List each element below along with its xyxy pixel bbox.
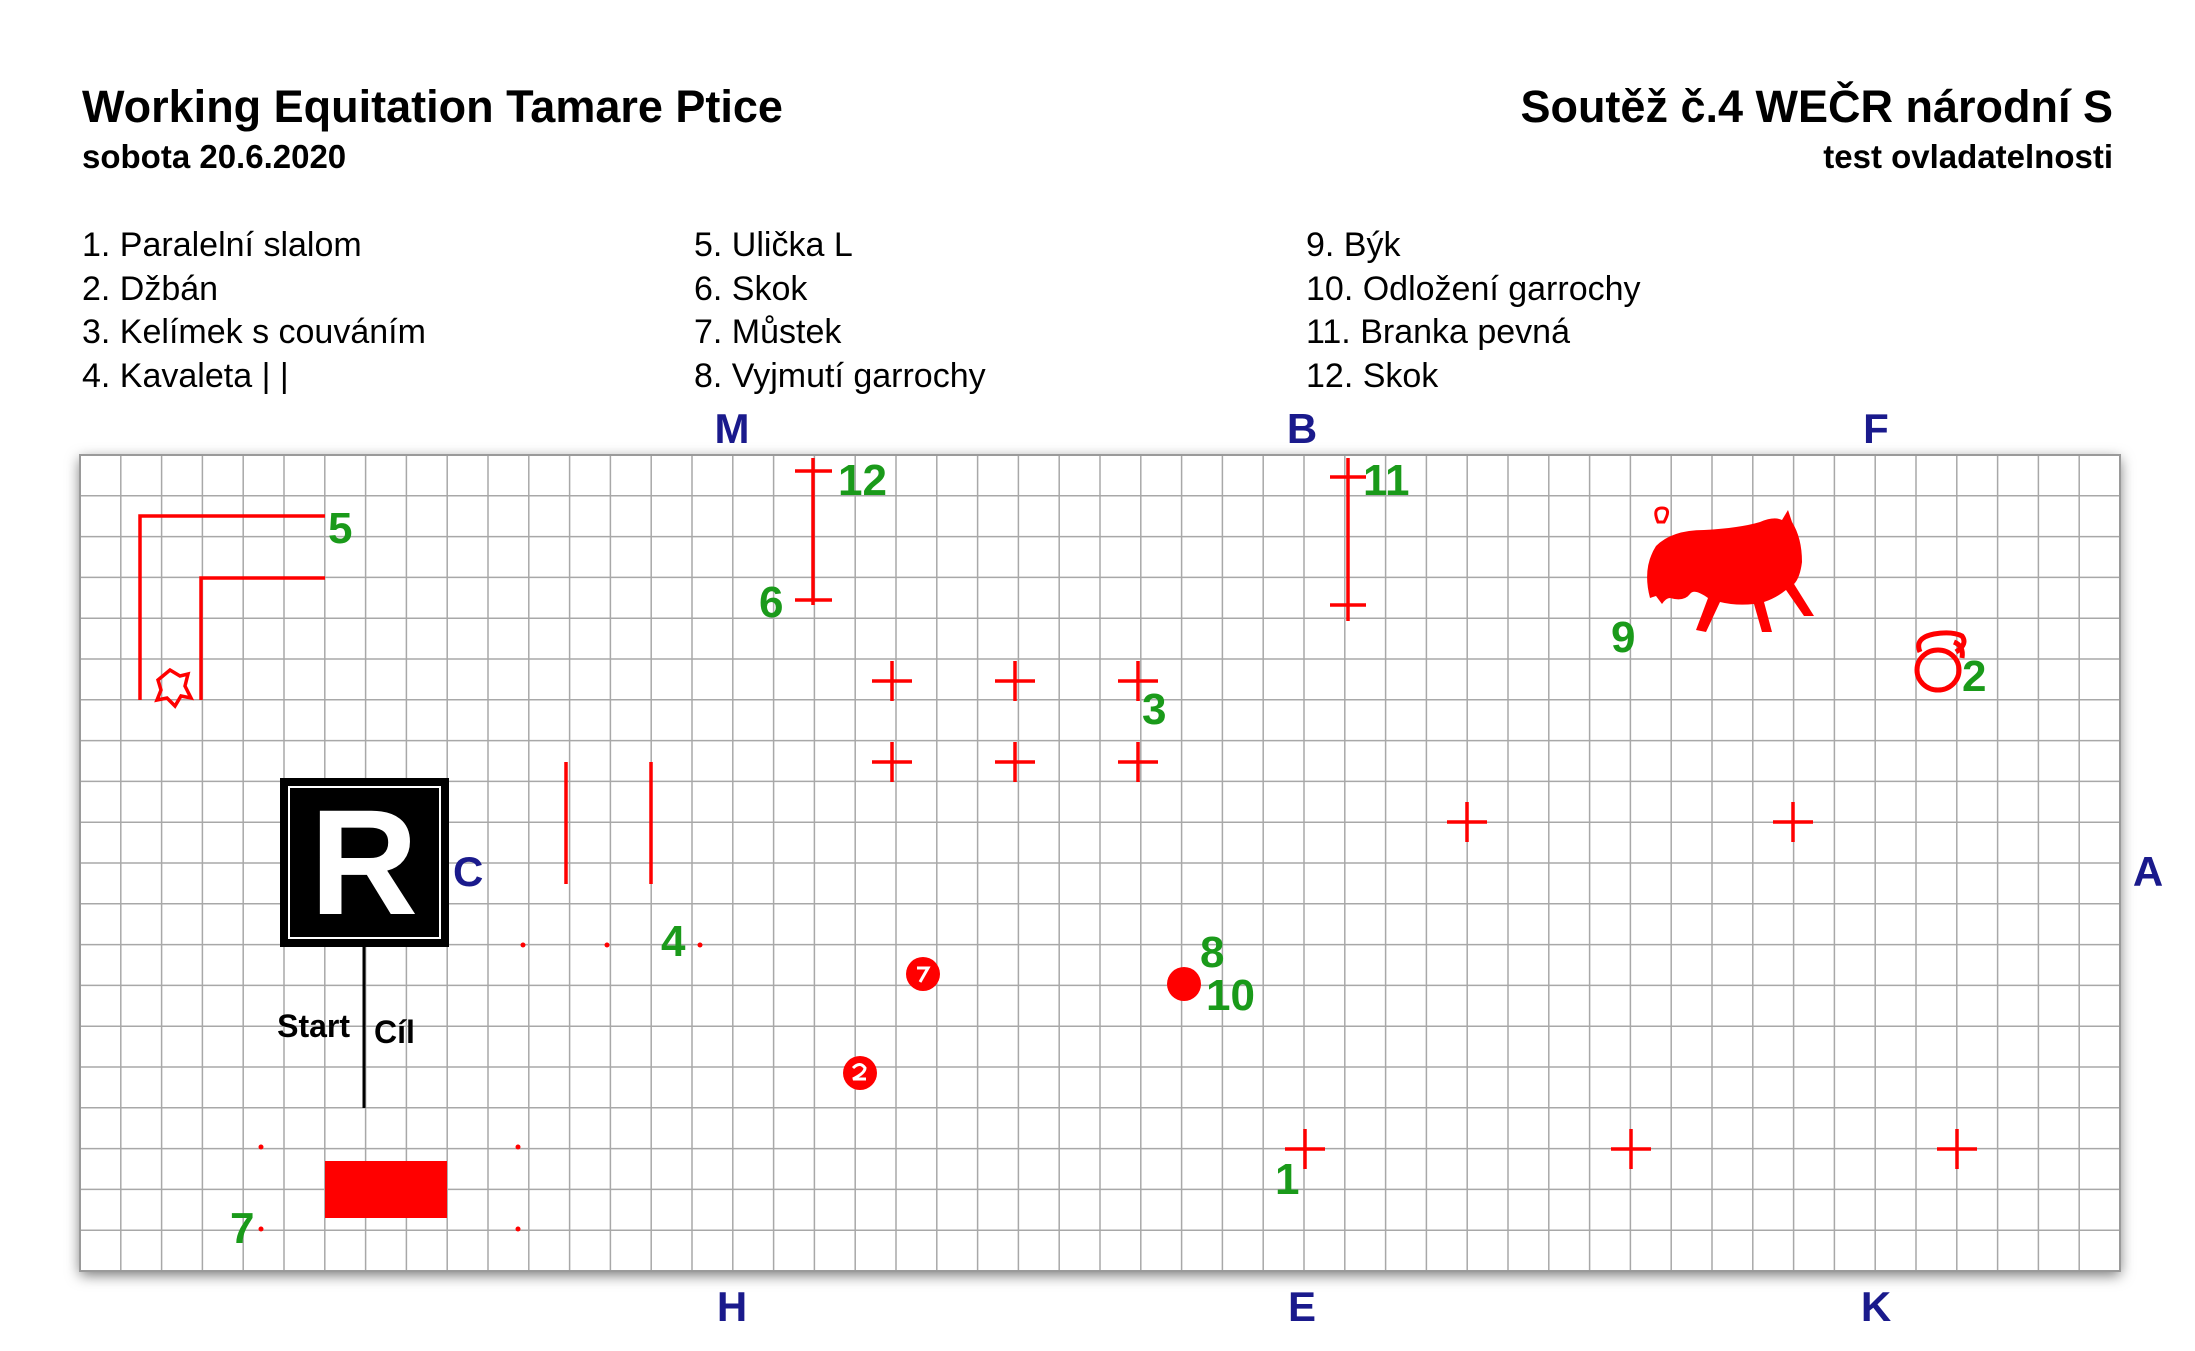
barrel-1-icon <box>906 957 940 991</box>
legend-item: 7. Můstek <box>694 313 842 351</box>
legend-column-2: 5. Ulička L 6. Skok 7. Můstek 8. Vyjmutí… <box>694 224 986 398</box>
bull-icon <box>1647 506 1814 632</box>
cross-marker-icon <box>1447 802 1487 842</box>
obstacle-number: 3 <box>1142 685 1166 734</box>
event-title: Working Equitation Tamare Ptice <box>82 81 783 132</box>
obstacle-number: 10 <box>1206 971 1255 1020</box>
obstacle-bridge <box>325 1161 447 1218</box>
obstacle-jump-12-6 <box>795 458 832 605</box>
arena-letter-f: F <box>1863 405 1889 452</box>
obstacle-number: 1 <box>1275 1155 1299 1204</box>
legend-item: 4. Kavaleta | | <box>82 356 289 395</box>
cross-marker-icon <box>872 742 912 782</box>
arena-letter-k: K <box>1861 1283 1891 1330</box>
legend-item: 9. Býk <box>1306 226 1401 264</box>
legend-item: 2. Džbán <box>82 269 219 308</box>
finish-label: Cíl <box>374 1014 415 1050</box>
cross-marker-icon <box>1611 1129 1651 1169</box>
obstacle-number: 6 <box>759 578 783 627</box>
arena-letter-e: E <box>1288 1283 1316 1330</box>
arena-letter-c: C <box>453 848 483 895</box>
legend-item: 6. Skok <box>694 269 808 308</box>
legend-item: 8. Vyjmutí garrochy <box>694 356 986 395</box>
event-date: sobota 20.6.2020 <box>82 138 347 175</box>
plant-pot-icon <box>154 667 195 709</box>
legend-item: 11. Branka pevná <box>1306 313 1570 351</box>
obstacle-number: 7 <box>230 1204 254 1253</box>
obstacle-l-corridor <box>138 514 325 700</box>
start-label: Start <box>277 1008 350 1044</box>
obstacle-number: 11 <box>1363 456 1410 505</box>
cross-marker-icon <box>1118 661 1158 701</box>
legend-column-3: 9. Býk 10. Odložení garrochy 11. Branka … <box>1306 224 1641 398</box>
obstacle-number: 8 <box>1200 928 1224 977</box>
legend-item: 3. Kelímek s couváním <box>82 313 426 351</box>
slalom-markers <box>872 661 1977 1169</box>
obstacle-cavaletti <box>564 762 653 884</box>
garrocha-barrel <box>1167 967 1201 1001</box>
legend-column-1: 1. Paralelní slalom 2. Džbán 3. Kelímek … <box>82 224 426 398</box>
arena-letter-b: B <box>1287 405 1317 452</box>
cross-marker-icon <box>1937 1129 1977 1169</box>
barrel-2-icon <box>843 1056 877 1090</box>
cross-marker-icon <box>872 661 912 701</box>
judge-box: R <box>280 778 449 947</box>
cross-marker-icon <box>1773 802 1813 842</box>
legend-item: 10. Odložení garrochy <box>1306 269 1641 308</box>
cross-marker-icon <box>1285 1129 1325 1169</box>
legend-item: 1. Paralelní slalom <box>82 226 362 264</box>
arena-letter-a: A <box>2133 848 2163 895</box>
cross-marker-icon <box>995 661 1035 701</box>
obstacle-number: 5 <box>328 504 352 553</box>
arena-border <box>79 454 2121 1272</box>
cone-markers <box>258 942 703 1232</box>
cross-marker-icon <box>1118 742 1158 782</box>
arena-letter-m: M <box>715 405 750 452</box>
judge-letter: R <box>310 778 418 946</box>
legend-item: 5. Ulička L <box>694 226 853 264</box>
arena-letter-h: H <box>717 1283 747 1330</box>
obstacle-gate-11 <box>1330 458 1366 621</box>
test-name: test ovladatelnosti <box>1823 138 2113 175</box>
obstacle-number: 9 <box>1611 613 1635 662</box>
cross-marker-icon <box>995 742 1035 782</box>
obstacle-number: 2 <box>1962 652 1986 701</box>
obstacle-number: 12 <box>838 456 887 505</box>
jug-icon <box>1914 630 1967 693</box>
competition-title: Soutěž č.4 WEČR národní S <box>1520 81 2113 132</box>
legend-item: 12. Skok <box>1306 356 1439 395</box>
obstacle-number: 4 <box>661 917 686 966</box>
